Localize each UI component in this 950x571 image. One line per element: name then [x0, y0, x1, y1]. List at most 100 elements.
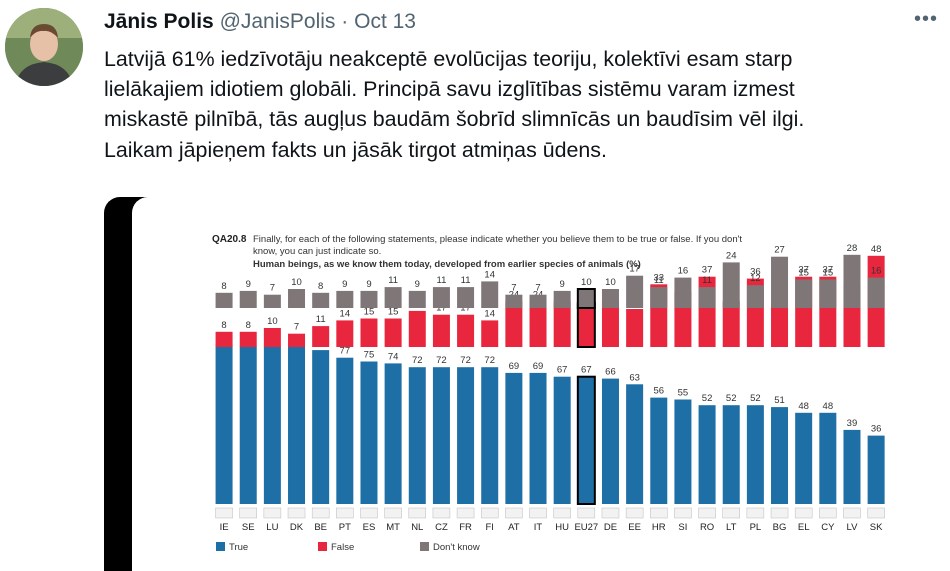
bar-false — [626, 309, 644, 347]
chart-title-code: QA20.8 — [212, 234, 247, 245]
data-label: 14 — [484, 269, 495, 280]
bar-dont-know — [795, 279, 813, 308]
data-label: 72 — [412, 355, 423, 366]
bar-dont-know — [312, 292, 330, 308]
data-label: 52 — [702, 393, 713, 404]
data-label: 10 — [581, 277, 592, 288]
tick-label: PT — [339, 522, 351, 533]
bar-dont-know — [722, 262, 740, 308]
data-label: 16 — [678, 266, 689, 277]
data-label: 16 — [871, 266, 882, 277]
data-label: 8 — [221, 320, 226, 331]
tick-label: EU27 — [574, 522, 598, 533]
flag-icon — [746, 507, 765, 519]
data-label: 7 — [270, 283, 275, 294]
bar-dont-know — [288, 289, 306, 308]
data-label: 15 — [388, 307, 399, 318]
bar-dont-know — [408, 290, 426, 308]
tweet-header: Jānis Polis @JanisPolis · Oct 13 — [104, 10, 416, 34]
data-label: 37 — [798, 265, 809, 276]
bar-false — [263, 328, 281, 347]
bar-dont-know — [505, 294, 523, 308]
bar-true — [722, 405, 740, 504]
data-label: 48 — [823, 401, 834, 412]
bar-true — [312, 350, 330, 504]
data-label: 15 — [823, 268, 834, 279]
bar-true — [867, 435, 885, 504]
data-label: 7 — [511, 283, 516, 294]
flag-icon — [336, 507, 354, 519]
author-name[interactable]: Jānis Polis — [104, 10, 214, 33]
bar-false — [432, 314, 450, 347]
flag-icon — [698, 507, 716, 519]
data-label: 9 — [560, 279, 565, 290]
author-handle[interactable]: @JanisPolis — [219, 10, 336, 33]
bar-true — [601, 378, 619, 504]
flag-icon — [529, 507, 547, 519]
flag-icon — [794, 507, 813, 519]
data-label: 12 — [750, 273, 761, 284]
tick-label: BE — [314, 522, 327, 533]
bar-true — [239, 346, 257, 504]
data-label: 14 — [484, 308, 495, 319]
bar-false — [457, 314, 475, 347]
flag-icon — [577, 507, 596, 519]
flag-icon — [311, 507, 330, 519]
data-label: 11 — [654, 275, 664, 286]
tick-label: DE — [604, 522, 617, 533]
bar-false — [722, 301, 740, 347]
avatar[interactable] — [5, 8, 83, 86]
data-label: 48 — [798, 401, 809, 412]
tweet-date[interactable]: Oct 13 — [354, 10, 416, 33]
chart-question-line: know, you can just indicate so. — [253, 246, 381, 257]
tweet-media[interactable]: QA20.8 Finally, for each of the followin… — [104, 197, 950, 571]
data-label: 28 — [847, 243, 858, 254]
more-icon[interactable]: ••• — [913, 8, 938, 30]
tick-label: SI — [678, 522, 687, 533]
data-label: 72 — [484, 355, 495, 366]
tick-label: BG — [773, 522, 787, 533]
bar-dont-know — [771, 256, 789, 308]
data-label: 72 — [436, 355, 447, 366]
data-label: 69 — [533, 361, 544, 372]
bar-true — [481, 367, 499, 504]
bar-true — [288, 346, 306, 504]
bar-dont-know — [481, 281, 499, 308]
data-label: 9 — [366, 279, 371, 290]
tick-label: EE — [628, 522, 641, 533]
bar-dont-know — [819, 279, 837, 308]
bar-dont-know — [650, 287, 668, 308]
tweet-text-line: miskastē pilnībā, tās augļus baudām šobr… — [104, 107, 805, 132]
data-label: 10 — [605, 277, 616, 288]
legend-swatch — [318, 542, 327, 551]
tick-label: HR — [652, 522, 666, 533]
separator-dot: · — [341, 10, 349, 33]
tick-label: PL — [750, 522, 762, 533]
flag-icon — [239, 507, 257, 519]
bar-true — [698, 405, 716, 504]
data-label: 39 — [847, 418, 858, 429]
bar-true — [843, 429, 861, 504]
bar-dont-know — [601, 289, 619, 308]
data-label: 33 — [653, 272, 664, 283]
data-label: 52 — [726, 393, 737, 404]
tick-label: AT — [508, 522, 520, 533]
tick-label: IT — [534, 522, 543, 533]
chart-image: QA20.8 Finally, for each of the followin… — [132, 197, 950, 571]
data-label: 74 — [388, 351, 399, 362]
bar-false — [288, 333, 306, 347]
data-label: 27 — [774, 245, 785, 256]
data-label: 14 — [340, 308, 351, 319]
bar-dont-know — [239, 290, 257, 308]
tick-label: LU — [266, 522, 278, 533]
flag-icon — [770, 507, 789, 519]
tick-label: DK — [290, 522, 304, 533]
data-label: 17 — [460, 303, 471, 314]
data-label: 37 — [702, 265, 713, 276]
data-label: 10 — [267, 316, 278, 327]
bar-false — [576, 302, 596, 349]
chart-question-line: Finally, for each of the following state… — [253, 234, 742, 245]
data-label: 11 — [388, 275, 398, 286]
tick-label: SK — [870, 522, 883, 533]
flag-icon — [360, 507, 378, 519]
